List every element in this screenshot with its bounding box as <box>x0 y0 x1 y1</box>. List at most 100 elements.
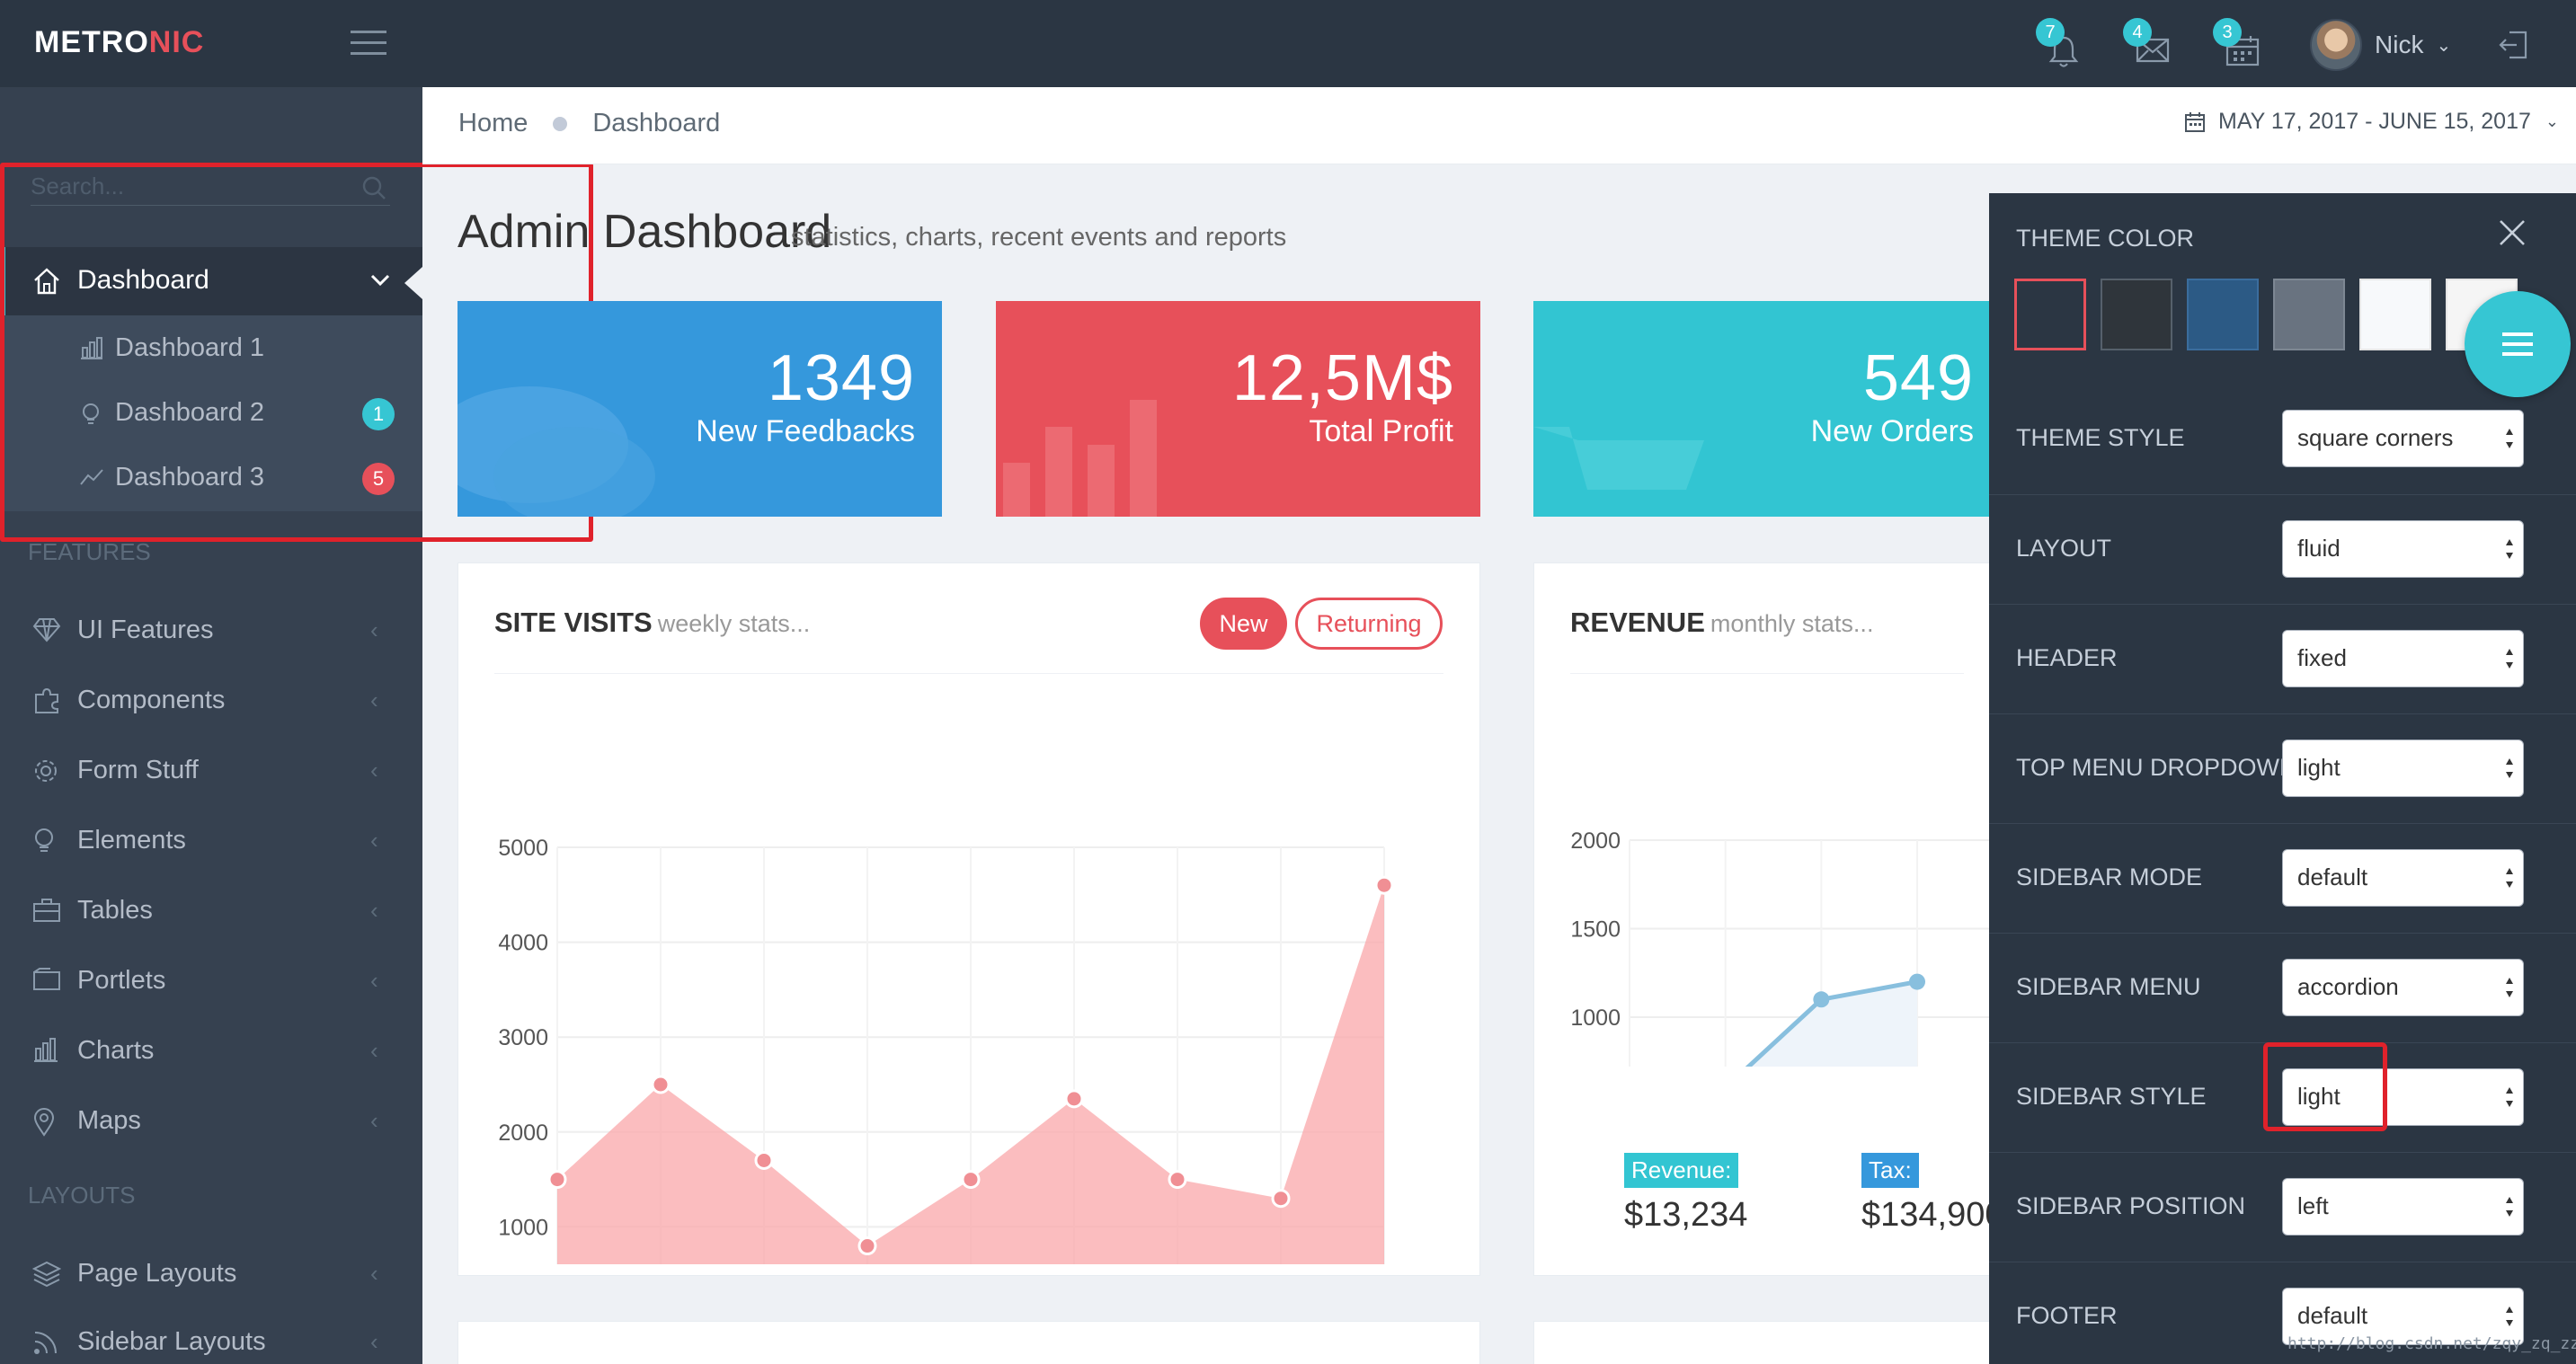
brand-logo[interactable]: METRONIC <box>34 25 205 59</box>
new-button[interactable]: New <box>1200 598 1287 650</box>
sidebar-menu-row: SIDEBAR MENU accordion <box>1989 933 2576 1042</box>
sidebar-item-dashboard-2[interactable]: Dashboard 2 1 <box>0 380 422 445</box>
bar-chart-icon <box>81 337 102 359</box>
portlet-title: REVENUE monthly stats... <box>1570 607 1874 638</box>
search-icon[interactable] <box>361 175 386 200</box>
theme-color-label: THEME COLOR <box>2016 225 2195 252</box>
y-tick-label: 2000 <box>498 1120 548 1146</box>
briefcase-icon <box>33 899 60 922</box>
stat-card-orders[interactable]: 549 New Orders <box>1533 301 2001 517</box>
y-tick-label: 1500 <box>1570 917 1621 943</box>
layout-row: LAYOUT fluid <box>1989 494 2576 604</box>
header-select[interactable]: fixed <box>2282 630 2524 687</box>
sidebar-item-dashboard-1[interactable]: Dashboard 1 <box>0 315 422 380</box>
tax-label: Tax: <box>1861 1153 1919 1188</box>
theme-style-select[interactable]: square corners <box>2282 410 2524 467</box>
select-arrows-icon <box>2506 758 2513 778</box>
sidebar-style-select[interactable]: light <box>2282 1068 2524 1126</box>
user-name: Nick <box>2375 31 2424 58</box>
theme-swatch-grey[interactable] <box>2273 279 2345 350</box>
theme-swatch-light[interactable] <box>2359 279 2431 350</box>
stat-value: 549 <box>1862 342 1974 414</box>
tasks-badge: 3 <box>2213 18 2242 47</box>
sidebar-item-label: Dashboard <box>77 265 209 295</box>
sidebar-item-dashboard-3[interactable]: Dashboard 3 5 <box>0 445 422 509</box>
select-arrows-icon <box>2506 539 2513 559</box>
sidebar-item-portlets[interactable]: Portlets ‹ <box>0 948 422 1013</box>
section-heading-layouts: LAYOUTS <box>28 1182 136 1209</box>
sidebar-item-label: Portlets <box>77 965 166 995</box>
site-visits-chart: 01000200030004000500002/201303/201304/20… <box>498 836 1394 1264</box>
select-arrows-icon <box>2506 1197 2513 1217</box>
chevron-down-icon: ⌄ <box>2436 35 2452 56</box>
sidebar-item-form-stuff[interactable]: Form Stuff ‹ <box>0 738 422 802</box>
sidebar-item-components[interactable]: Components ‹ <box>0 668 422 732</box>
sidebar-item-tables[interactable]: Tables ‹ <box>0 878 422 943</box>
close-icon[interactable] <box>2498 218 2527 247</box>
header-row: HEADER fixed <box>1989 604 2576 713</box>
data-point <box>651 1075 671 1094</box>
theme-swatch-darkblue[interactable] <box>2014 279 2086 350</box>
footer-select[interactable]: default <box>2282 1288 2524 1345</box>
comments-icon <box>457 386 655 517</box>
search-input[interactable] <box>31 168 336 204</box>
logout-button[interactable] <box>2497 29 2529 66</box>
data-point <box>857 1236 877 1256</box>
chevron-left-icon: ‹ <box>370 896 378 924</box>
sidebar-position-select[interactable]: left <box>2282 1178 2524 1236</box>
count-badge: 5 <box>362 463 395 495</box>
sidebar-item-label: Dashboard 2 <box>115 398 265 427</box>
theme-swatch-dark[interactable] <box>2101 279 2172 350</box>
theme-panel-toggle-button[interactable] <box>2465 291 2571 397</box>
top-menu-dropdown-select[interactable]: light <box>2282 740 2524 797</box>
inbox-button[interactable]: 4 <box>2123 18 2172 72</box>
breadcrumb-separator-icon <box>553 116 568 131</box>
notifications-badge: 7 <box>2036 18 2065 47</box>
stat-card-profit[interactable]: 12,5M$ Total Profit <box>996 301 1480 517</box>
breadcrumb-home[interactable]: Home <box>458 109 529 137</box>
setting-label: FOOTER <box>2016 1302 2118 1329</box>
tasks-button[interactable]: 3 <box>2213 18 2261 72</box>
stat-label: New Feedbacks <box>696 414 915 448</box>
sidebar-item-page-layouts[interactable]: Page Layouts ‹ <box>0 1241 422 1306</box>
portlet-title: SITE VISITS weekly stats... <box>494 607 811 638</box>
data-point <box>1168 1170 1187 1190</box>
portlet-divider <box>1570 673 1964 674</box>
setting-label: SIDEBAR STYLE <box>2016 1083 2207 1110</box>
layers-icon <box>32 1261 61 1288</box>
returning-button[interactable]: Returning <box>1295 598 1443 650</box>
setting-label: TOP MENU DROPDOWN <box>2016 754 2297 781</box>
bar-chart-icon <box>1003 400 1157 517</box>
dashboard-submenu: Dashboard 1 Dashboard 2 1 Dashboard 3 5 <box>0 315 422 511</box>
data-point <box>1374 875 1394 895</box>
sidebar-menu-select[interactable]: accordion <box>2282 959 2524 1016</box>
sidebar-item-ui-features[interactable]: UI Features ‹ <box>0 598 422 662</box>
avatar <box>2310 19 2362 71</box>
stat-card-feedbacks[interactable]: 1349 New Feedbacks <box>457 301 942 517</box>
menu-toggle-icon[interactable] <box>351 31 386 56</box>
sidebar-item-charts[interactable]: Charts ‹ <box>0 1018 422 1083</box>
sidebar-mode-select[interactable]: default <box>2282 849 2524 907</box>
theme-swatch-blue[interactable] <box>2187 279 2259 350</box>
y-tick-label: 1000 <box>498 1215 548 1240</box>
sidebar-item-dashboard[interactable]: Dashboard <box>0 247 422 315</box>
count-badge: 1 <box>362 398 395 430</box>
chevron-left-icon: ‹ <box>370 1106 378 1134</box>
section-heading-features: FEATURES <box>28 538 151 565</box>
sidebar-item-sidebar-layouts[interactable]: Sidebar Layouts ‹ <box>0 1309 422 1364</box>
theme-style-row: THEME STYLE square corners <box>1989 385 2576 494</box>
y-tick-label: 2000 <box>1570 828 1621 854</box>
user-menu[interactable]: Nick ⌄ <box>2310 18 2451 72</box>
series-area <box>1748 981 1917 1067</box>
chevron-left-icon: ‹ <box>370 966 378 994</box>
sidebar-position-row: SIDEBAR POSITION left <box>1989 1152 2576 1262</box>
sidebar-mode-row: SIDEBAR MODE default <box>1989 823 2576 933</box>
date-range-picker[interactable]: MAY 17, 2017 - JUNE 15, 2017 ⌄ <box>2184 109 2559 135</box>
portlet-subtitle: monthly stats... <box>1710 610 1874 637</box>
sidebar-item-elements[interactable]: Elements ‹ <box>0 808 422 872</box>
layout-select[interactable]: fluid <box>2282 520 2524 578</box>
setting-label: LAYOUT <box>2016 535 2112 562</box>
sidebar-search[interactable] <box>31 168 390 206</box>
notifications-button[interactable]: 7 <box>2036 18 2084 72</box>
sidebar-item-maps[interactable]: Maps ‹ <box>0 1088 422 1153</box>
